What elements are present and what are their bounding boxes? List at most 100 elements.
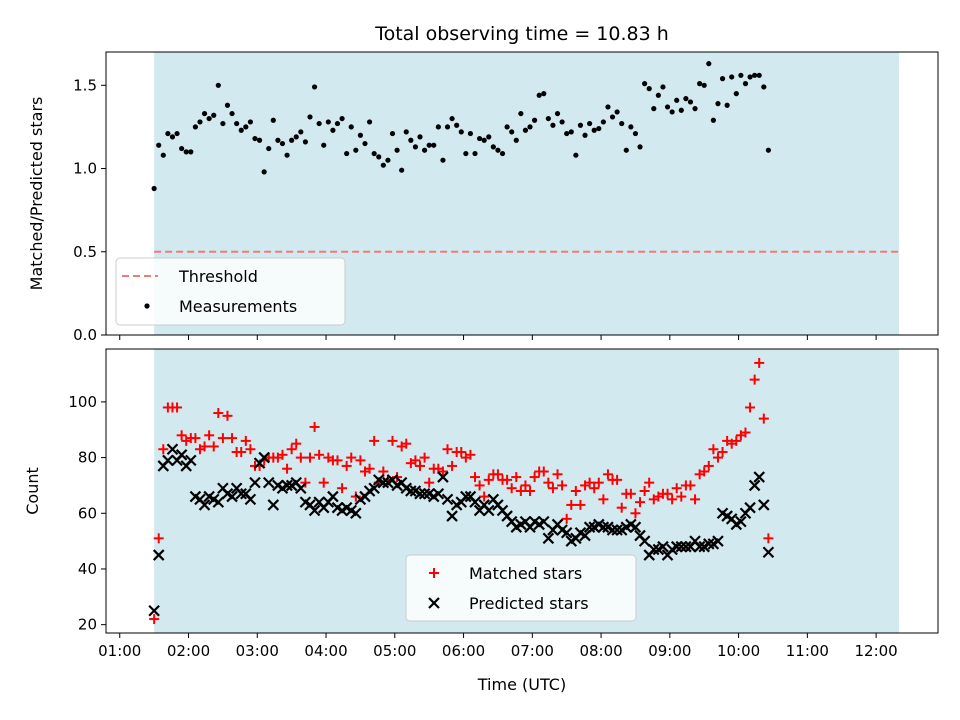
measurement-point xyxy=(243,124,249,130)
measurement-point xyxy=(229,110,235,117)
predicted-star-point xyxy=(735,515,747,528)
matched-star-point xyxy=(612,474,623,485)
bottom-x-tick-label: 05:00 xyxy=(373,642,416,660)
measurement-point xyxy=(389,130,396,137)
predicted-star-point xyxy=(152,549,165,561)
measurement-point xyxy=(215,82,221,88)
matched-star-point xyxy=(754,357,765,368)
measurement-point xyxy=(504,124,510,130)
measurement-point xyxy=(518,110,524,117)
measurement-point xyxy=(344,150,350,157)
measurement-point xyxy=(412,144,419,150)
predicted-star-point xyxy=(350,507,362,520)
matched-star-point xyxy=(474,480,485,491)
measurement-point xyxy=(642,81,648,87)
matched-star-point xyxy=(401,438,412,449)
measurement-point xyxy=(435,124,441,130)
predicted-star-point xyxy=(597,521,610,533)
measurement-point xyxy=(486,134,492,140)
measurement-point xyxy=(380,162,386,168)
matched-star-point xyxy=(667,494,678,505)
measurement-point xyxy=(715,101,721,107)
measurement-point xyxy=(183,149,189,155)
measurement-point xyxy=(316,120,322,127)
predicted-star-point xyxy=(162,454,174,467)
predicted-star-point xyxy=(703,538,715,550)
predicted-star-point xyxy=(249,476,261,489)
matched-star-point xyxy=(749,374,760,385)
measurement-point xyxy=(247,119,253,125)
matched-star-point xyxy=(483,474,494,485)
measurement-point xyxy=(197,119,203,125)
matched-star-point xyxy=(644,477,655,488)
measurement-point xyxy=(151,185,157,192)
matched-star-point xyxy=(676,491,687,502)
matched-star-point xyxy=(639,486,650,496)
predicted-star-point xyxy=(542,532,555,545)
measurement-point xyxy=(270,117,276,123)
measurement-point xyxy=(463,150,469,157)
measurement-point xyxy=(747,74,753,80)
predicted-star-point xyxy=(432,488,445,500)
matched-star-point xyxy=(208,441,219,452)
matched-star-point xyxy=(245,444,256,455)
matched-star-point xyxy=(547,483,558,494)
measurement-point xyxy=(752,72,758,78)
top-y-tick-label: 0.5 xyxy=(73,243,97,261)
matched-star-point xyxy=(447,460,458,471)
top-legend: Threshold Measurements xyxy=(115,257,346,326)
matched-star-point xyxy=(492,469,503,480)
measurement-point xyxy=(554,110,561,117)
predicted-star-point xyxy=(638,535,651,547)
measurement-point xyxy=(545,115,551,122)
matched-star-point xyxy=(424,477,435,488)
top-x-axis-ticks xyxy=(119,335,877,340)
legend-box xyxy=(405,554,637,622)
matched-star-point xyxy=(282,463,293,474)
matched-star-point xyxy=(543,477,554,488)
measurement-point xyxy=(678,107,684,113)
matched-star-point xyxy=(538,466,549,477)
matched-star-point xyxy=(314,449,325,460)
measurement-point xyxy=(609,114,616,120)
measurement-point xyxy=(275,137,281,143)
measurement-point xyxy=(495,147,501,153)
measurement-point xyxy=(220,120,226,127)
predicted-star-point xyxy=(460,490,472,503)
matched-star-point xyxy=(630,508,641,519)
measurement-point xyxy=(481,137,487,143)
predicted-star-point xyxy=(482,504,495,517)
top-y-tick-label: 1.0 xyxy=(73,160,97,178)
matched-star-point xyxy=(204,430,215,441)
predicted-star-point xyxy=(295,482,307,494)
matched-star-point xyxy=(635,497,646,508)
matched-star-point xyxy=(332,455,343,466)
measurement-point xyxy=(651,106,657,112)
measurement-point xyxy=(660,84,666,90)
measurement-point xyxy=(687,99,694,105)
bottom-x-tick-label: 06:00 xyxy=(442,642,485,660)
legend-label: Predicted stars xyxy=(469,594,589,613)
predicted-star-point xyxy=(226,490,238,503)
matched-star-point xyxy=(589,483,600,494)
figure-title: Total observing time = 10.83 h xyxy=(374,23,669,45)
measurement-point xyxy=(266,145,272,152)
predicted-star-point xyxy=(579,529,591,542)
measurement-point xyxy=(637,144,643,150)
predicted-star-point xyxy=(657,540,669,553)
measurement-point xyxy=(701,82,707,88)
measurement-point xyxy=(541,91,547,97)
matched-star-point xyxy=(584,477,595,488)
predicted-star-point xyxy=(762,546,775,559)
matched-star-point xyxy=(465,449,476,460)
matched-star-point xyxy=(456,447,467,458)
matched-star-point xyxy=(341,460,352,471)
predicted-star-point xyxy=(418,488,431,500)
measurement-point xyxy=(211,112,217,118)
measurement-point xyxy=(192,124,198,130)
measurement-point xyxy=(600,119,606,125)
measurement-point xyxy=(252,135,258,142)
predicted-star-point xyxy=(648,543,660,556)
bottom-x-axis: 01:00 02:00 03:00 04:00 05:00 06:00 07:00 08:00… xyxy=(98,633,898,660)
matched-star-point xyxy=(176,430,187,441)
